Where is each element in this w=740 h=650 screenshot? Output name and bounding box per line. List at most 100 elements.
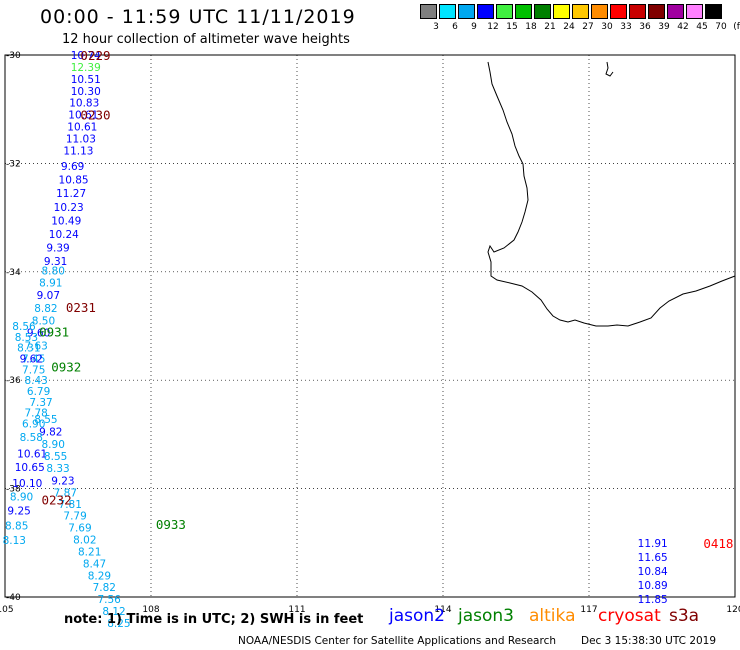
lon-tick-label: 111: [288, 605, 305, 615]
legend-swatch: [591, 4, 608, 19]
pass-time-label: 0230: [80, 108, 110, 123]
swh-value: 8.29: [88, 570, 111, 582]
swh-value: 10.74: [71, 50, 101, 62]
swh-value: 10.51: [71, 74, 101, 86]
swh-value: 9.82: [39, 427, 62, 439]
legend-swatch: [629, 4, 646, 19]
swh-value: 10.61: [68, 110, 98, 122]
swh-value: 10.10: [12, 478, 42, 490]
swh-value: 8.13: [3, 535, 26, 547]
satellite-cryosat: cryosat: [598, 606, 661, 626]
swh-value: 10.24: [49, 229, 79, 241]
swh-value: 7.37: [29, 397, 52, 409]
swh-value: 8.53: [15, 332, 38, 344]
swh-value: 8.50: [32, 316, 55, 328]
legend-label: 12: [487, 22, 499, 32]
swh-value: 10.83: [69, 98, 99, 110]
island: [605, 61, 614, 77]
swh-value: 10.85: [59, 175, 89, 187]
swh-value: 11.91: [638, 538, 668, 550]
swh-value: 9.69: [61, 161, 84, 173]
swh-value: 7.81: [59, 499, 82, 511]
legend-label: 39: [658, 22, 670, 32]
lat-tick-label: -34: [6, 268, 21, 278]
satellite-altika: altika: [529, 606, 576, 626]
swh-value: 11.85: [638, 594, 668, 606]
swh-value: 7.87: [54, 487, 77, 499]
legend-swatch: [648, 4, 665, 19]
swh-value: 9.39: [46, 242, 69, 254]
legend-label: 36: [639, 22, 651, 32]
legend-label: 30: [601, 22, 613, 32]
swh-value: 7.75: [22, 364, 45, 376]
legend-label: 27: [582, 22, 594, 32]
legend-unit: (ft): [733, 22, 740, 32]
swh-value: 10.84: [638, 566, 668, 578]
swh-value: 8.02: [73, 535, 96, 547]
swh-value: 9.31: [44, 256, 67, 268]
swh-value: 8.90: [10, 492, 33, 504]
swh-value: 7.45: [22, 354, 45, 366]
swh-value: 6.79: [27, 386, 50, 398]
lat-tick-label: -38: [6, 485, 21, 495]
lat-tick-label: -40: [6, 593, 21, 603]
swh-value: 7.78: [24, 408, 47, 420]
swh-value: 9.62: [20, 354, 43, 366]
satellite-jason3: jason3: [458, 606, 514, 626]
legend-label: 70: [715, 22, 727, 32]
swh-value: 9.07: [37, 290, 60, 302]
page-title: 00:00 - 11:59 UTC 11/11/2019: [40, 6, 356, 28]
legend-swatch: [496, 4, 513, 19]
swh-value: 10.61: [67, 122, 97, 134]
swh-value: 9.23: [51, 475, 74, 487]
legend-label: 21: [544, 22, 556, 32]
pass-time-label: 0229: [80, 48, 110, 63]
swh-value: 9.60: [27, 328, 50, 340]
swh-value: 8.25: [107, 618, 130, 630]
legend-swatch: [610, 4, 627, 19]
swh-value: 8.21: [78, 546, 101, 558]
swh-value: 10.30: [71, 86, 101, 98]
legend-swatch: [572, 4, 589, 19]
swh-value: 6.90: [22, 419, 45, 431]
swh-value: 8.85: [5, 520, 28, 532]
swh-value: 8.58: [20, 432, 43, 444]
swh-value: 8.55: [34, 414, 57, 426]
swh-value: 8.80: [42, 266, 65, 278]
legend-swatch: [686, 4, 703, 19]
datestamp: Dec 3 15:38:30 UTC 2019: [581, 635, 717, 647]
legend-swatch: [420, 4, 437, 19]
swh-value: 8.12: [102, 606, 125, 618]
swh-value: 7.56: [97, 594, 121, 606]
swh-value: 8.56: [12, 321, 36, 333]
swh-value: 10.49: [51, 215, 81, 227]
lat-tick-label: -36: [6, 376, 21, 386]
swh-value: 11.27: [56, 188, 86, 200]
satellite-jason2: jason2: [389, 606, 445, 626]
swh-value: 8.91: [39, 278, 62, 290]
swh-value: 7.79: [63, 511, 86, 523]
swh-value: 12.39: [71, 62, 101, 74]
legend-swatch: [458, 4, 475, 19]
lon-tick-label: 108: [142, 605, 159, 615]
pass-time-label: 0931: [39, 324, 69, 339]
lat-tick-label: -32: [6, 159, 21, 169]
swh-value: 8.82: [34, 303, 57, 315]
credit-text: NOAA/NESDIS Center for Satellite Applica…: [238, 635, 556, 647]
lon-tick-label: 114: [434, 605, 451, 615]
legend-label: 45: [696, 22, 708, 32]
lon-tick-label: 117: [580, 605, 597, 615]
map-frame: [4, 54, 736, 598]
swh-value: 8.43: [24, 375, 47, 387]
swh-value: 7.63: [24, 341, 47, 353]
legend-label: 3: [433, 22, 439, 32]
legend-swatch: [515, 4, 532, 19]
coastline: [487, 61, 736, 327]
swh-value: 10.23: [54, 202, 84, 214]
lat-tick-label: -30: [6, 51, 21, 61]
swh-value: 11.13: [63, 145, 93, 157]
note-text: note: 1) Time is in UTC; 2) SWH is in fe…: [64, 612, 364, 627]
legend-label: 24: [563, 22, 575, 32]
legend-label: 15: [506, 22, 518, 32]
